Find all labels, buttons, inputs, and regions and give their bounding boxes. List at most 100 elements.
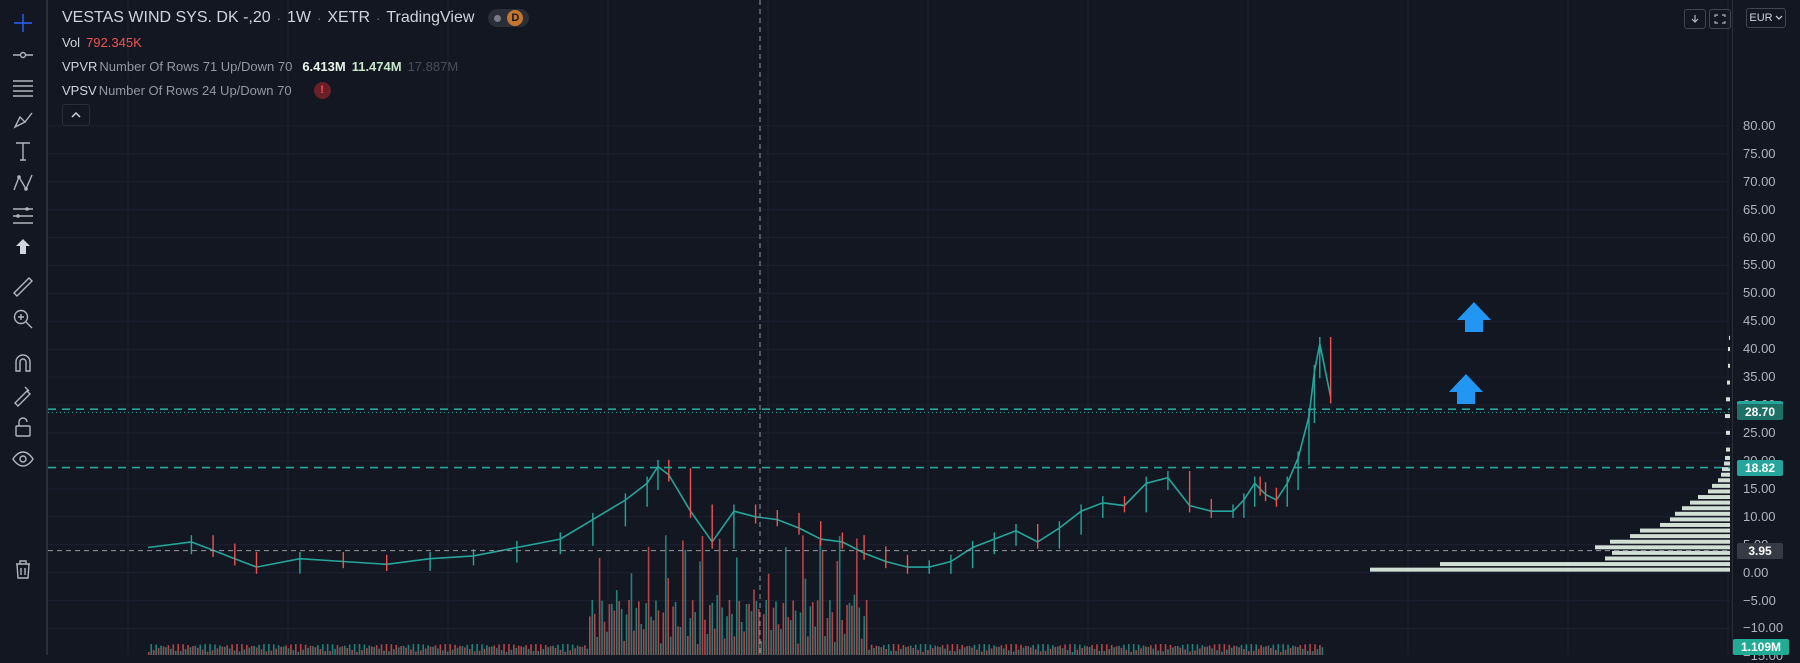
- volume-bar: [285, 645, 287, 655]
- price-tick-label: 40.00: [1743, 341, 1776, 357]
- volume-bar: [177, 644, 179, 655]
- volume-bar: [1047, 644, 1049, 655]
- prediction-icon[interactable]: [8, 200, 38, 230]
- volume-bar: [701, 535, 704, 655]
- volume-bar: [304, 644, 307, 655]
- volume-bar: [255, 647, 258, 655]
- fullscreen-button[interactable]: [1709, 9, 1731, 29]
- volume-bar: [951, 644, 954, 655]
- vpvr-params: Number Of Rows 71 Up/Down 70: [99, 58, 293, 74]
- ruler-icon[interactable]: [8, 272, 38, 302]
- volume-bar: [334, 648, 336, 655]
- scroll-to-latest-button[interactable]: [1684, 9, 1706, 29]
- volume-bar: [1120, 647, 1123, 655]
- arrow-up-icon[interactable]: [1457, 302, 1491, 332]
- volume-bar: [1010, 644, 1012, 655]
- fib-retracement-icon[interactable]: [8, 72, 38, 102]
- volume-bar: [865, 600, 868, 655]
- volume-bar: [402, 645, 405, 655]
- volume-bar: [785, 547, 787, 655]
- lock-icon[interactable]: [8, 412, 38, 442]
- volume-bar: [287, 648, 290, 655]
- arrow-up-icon[interactable]: [1449, 374, 1483, 404]
- volume-bar: [684, 549, 687, 655]
- volume-bar: [223, 646, 226, 655]
- volume-bar: [476, 644, 478, 655]
- volume-bar: [1233, 645, 1235, 655]
- volume-bar: [1037, 644, 1039, 655]
- volume-bar: [432, 646, 434, 655]
- volume-bar: [620, 608, 623, 655]
- volume-bar: [542, 649, 545, 655]
- currency-select[interactable]: EUR: [1746, 8, 1786, 28]
- pattern-icon[interactable]: [8, 168, 38, 198]
- volume-bar: [740, 621, 743, 655]
- vpvr-indicator-name[interactable]: VPVR: [62, 58, 98, 74]
- collapse-legend-button[interactable]: [62, 104, 90, 126]
- volume-bar: [787, 617, 790, 655]
- volume-bar: [743, 631, 745, 655]
- volume-bar: [807, 636, 809, 655]
- volume-bar: [789, 620, 792, 655]
- volume-profile-bar: [1722, 467, 1730, 472]
- volume-bar: [152, 649, 155, 655]
- volume-bar: [1319, 644, 1321, 655]
- volume-bar: [157, 648, 160, 655]
- volume-bar: [1088, 647, 1091, 655]
- volume-bar: [782, 603, 785, 655]
- interval-label[interactable]: 1W: [286, 9, 311, 26]
- zoom-in-icon[interactable]: [8, 304, 38, 334]
- volume-bar: [268, 644, 270, 655]
- volume-bar: [331, 644, 334, 655]
- price-tick-label: 70.00: [1743, 173, 1776, 189]
- chart-pane[interactable]: [48, 0, 1730, 657]
- arrow-up-icon[interactable]: [8, 232, 38, 262]
- separator-dot: ·: [276, 10, 281, 26]
- warning-icon[interactable]: !: [313, 81, 331, 99]
- volume-bar: [618, 600, 620, 655]
- volume-bar: [167, 645, 170, 655]
- price-axis[interactable]: 80.00 75.00 70.00 65.00 60.00 55.00 50.00 45.00…: [1732, 0, 1800, 663]
- vpsv-indicator-name[interactable]: VPSV: [62, 82, 97, 98]
- volume-bar: [662, 612, 665, 655]
- brush-icon[interactable]: [8, 104, 38, 134]
- volume-bar: [246, 644, 248, 655]
- volume-bar: [603, 621, 606, 655]
- volume-bar: [1213, 644, 1216, 655]
- volume-bar: [753, 589, 755, 655]
- eye-icon[interactable]: [8, 444, 38, 474]
- volume-bar: [437, 648, 439, 655]
- volume-bar: [1287, 644, 1289, 655]
- volume-bar: [407, 644, 410, 655]
- volume-bar: [353, 644, 356, 655]
- volume-bar: [1132, 644, 1135, 655]
- volume-bar: [1304, 644, 1306, 655]
- volume-bar: [466, 644, 469, 655]
- volume-profile-bar: [1612, 550, 1730, 555]
- volume-bar: [1049, 648, 1052, 655]
- volume-bar: [412, 644, 415, 655]
- market-status-badge[interactable]: D: [488, 9, 530, 27]
- volume-bar: [148, 652, 150, 655]
- volume-bar: [172, 644, 175, 655]
- lock-drawing-icon[interactable]: [8, 380, 38, 410]
- trash-icon[interactable]: [8, 554, 38, 584]
- fullscreen-icon: [1714, 14, 1726, 24]
- trend-line-icon[interactable]: [8, 40, 38, 70]
- volume-bar: [204, 644, 206, 655]
- magnet-icon[interactable]: [8, 348, 38, 378]
- volume-profile-bar: [1370, 567, 1730, 572]
- volume-bar: [961, 644, 963, 655]
- price-chart[interactable]: [48, 0, 1730, 657]
- volume-bar: [767, 573, 770, 655]
- price-tick-label: −5.00: [1743, 592, 1776, 608]
- volume-bar: [1091, 645, 1093, 655]
- crosshair-icon[interactable]: [8, 8, 38, 38]
- volume-indicator-name[interactable]: Vol: [62, 34, 81, 50]
- volume-bar: [498, 644, 500, 655]
- volume-bar: [341, 646, 344, 655]
- symbol-title[interactable]: VESTAS WIND SYS. DK -,20: [62, 9, 271, 26]
- volume-bar: [1181, 644, 1184, 655]
- text-icon[interactable]: [8, 136, 38, 166]
- volume-bar: [187, 644, 189, 655]
